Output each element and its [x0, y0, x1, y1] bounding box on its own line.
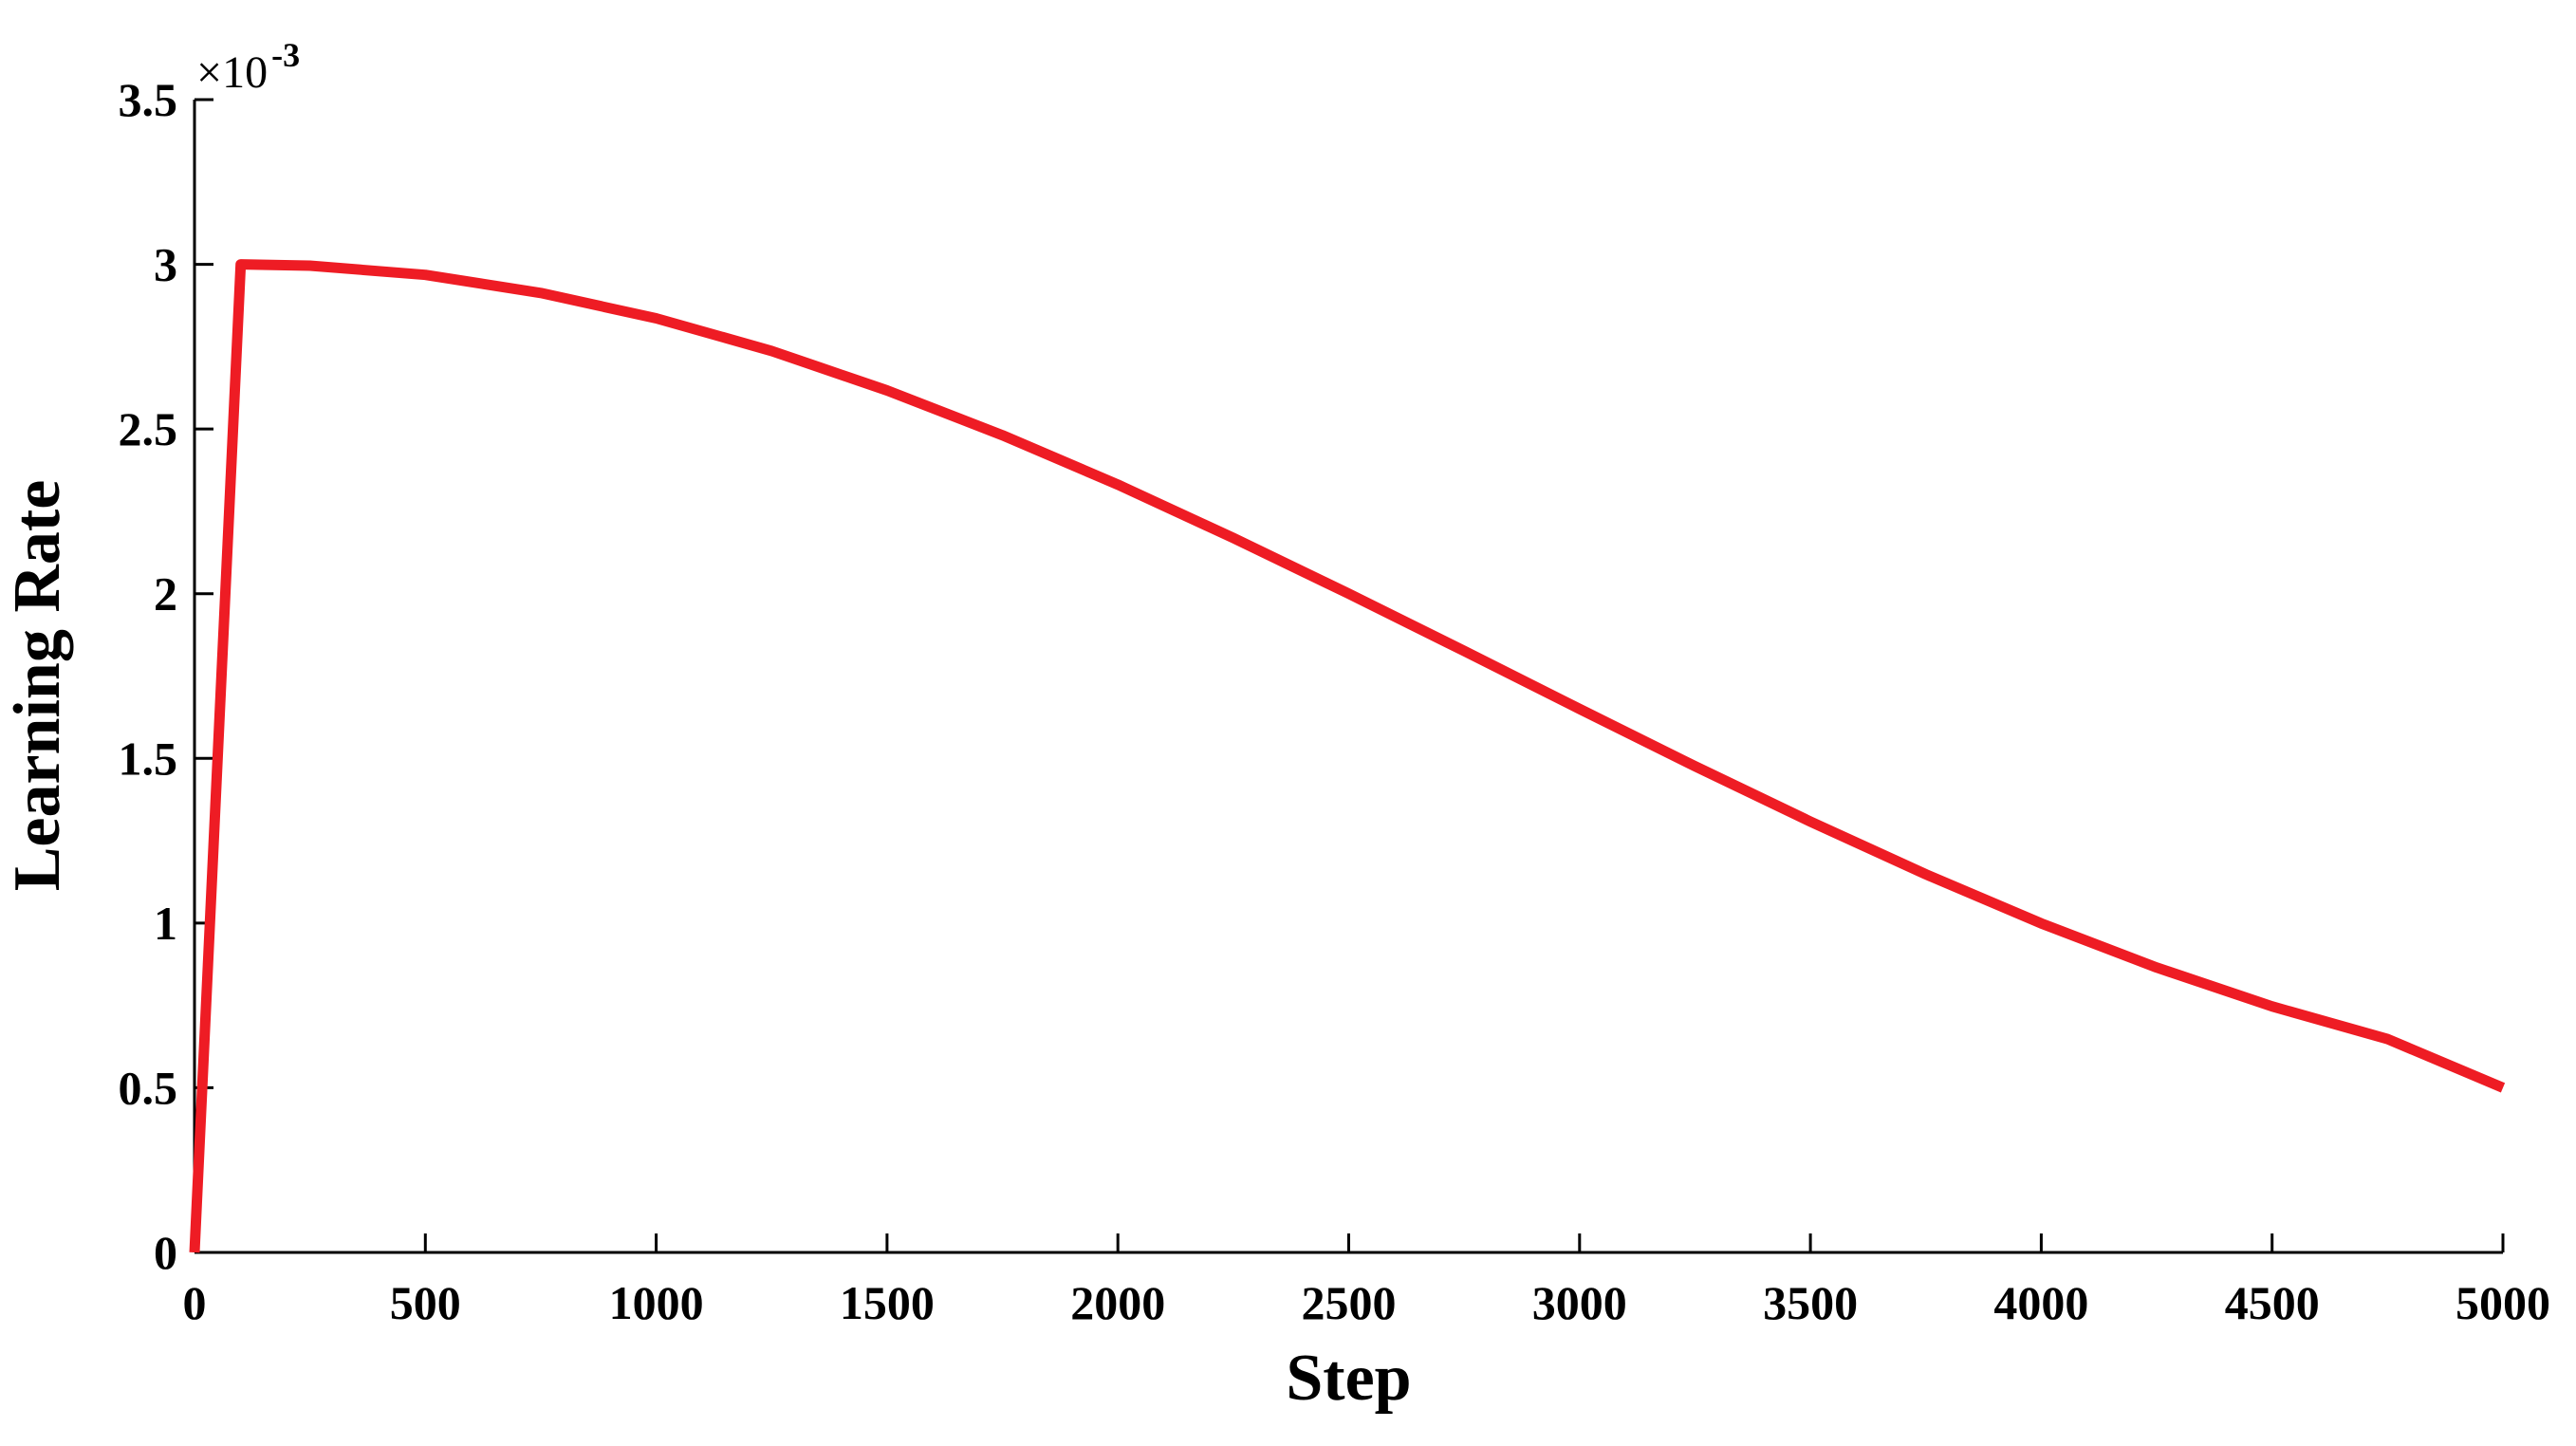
series-layer [189, 259, 2506, 1253]
x-tick-label: 1000 [609, 1276, 704, 1329]
y-tick-label: 2 [154, 567, 177, 621]
y-tick-label: 0 [154, 1226, 177, 1279]
x-tick-label: 4500 [2225, 1276, 2320, 1329]
axes: 0 500 1000 1500 2000 2500 3000 3500 4000 4500 5000… [119, 73, 2551, 1329]
y-tick-label: 0.5 [119, 1061, 178, 1114]
y-axis-multiplier: ×10 -3 [196, 36, 300, 98]
y-tick-label: 2.5 [119, 402, 178, 455]
y-axis-title: Learning Rate [1, 480, 74, 892]
x-tick-label: 3500 [1763, 1276, 1858, 1329]
x-axis-title: Step [1286, 1342, 1411, 1415]
x-tick-label: 2000 [1070, 1276, 1165, 1329]
x-tick-label: 2500 [1302, 1276, 1397, 1329]
x-tick-label: 500 [390, 1276, 461, 1329]
x-tick-label: 4000 [1993, 1276, 2088, 1329]
x-tick-label: 1500 [840, 1276, 935, 1329]
y-multiplier-base: ×10 [196, 47, 268, 98]
series-line-learning-rate [189, 259, 2506, 1253]
y-tick-label: 1 [154, 897, 177, 950]
x-tick-label: 5000 [2456, 1276, 2550, 1329]
y-tick-label: 3.5 [119, 73, 178, 126]
y-tick-label: 1.5 [119, 732, 178, 785]
y-tick-label: 3 [154, 238, 177, 291]
x-tick-label: 0 [183, 1276, 207, 1329]
labels: Step Learning Rate ×10 -3 [1, 36, 1412, 1415]
x-tick-label: 3000 [1532, 1276, 1627, 1329]
y-multiplier-exponent: -3 [271, 36, 300, 74]
